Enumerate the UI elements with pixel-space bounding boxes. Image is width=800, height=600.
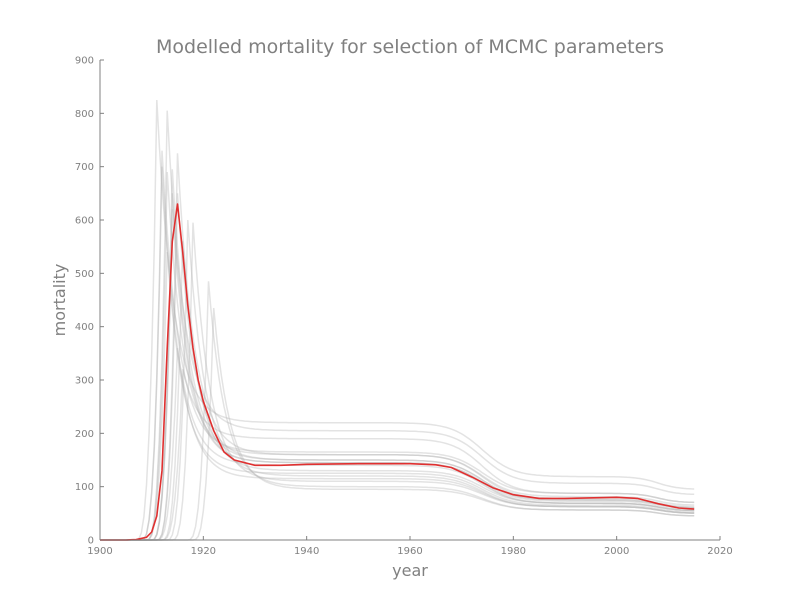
y-tick-label: 300 — [75, 376, 94, 387]
sample-series-group — [100, 99, 695, 541]
sample-series-line — [100, 307, 695, 541]
sample-series-line — [100, 193, 695, 541]
x-tick-label: 1960 — [397, 546, 422, 557]
sample-series-line — [100, 99, 695, 541]
y-tick-label: 700 — [75, 162, 94, 173]
y-ticks: 0 100 200 300 400 500 600 700 800 900 — [75, 56, 104, 547]
highlight-series-group — [100, 203, 695, 541]
chart-title: Modelled mortality for selection of MCMC… — [156, 36, 664, 58]
sample-series-line — [100, 369, 695, 541]
y-tick-label: 200 — [75, 429, 94, 440]
y-tick-label: 0 — [88, 536, 94, 547]
x-tick-label: 1900 — [87, 546, 112, 557]
y-tick-label: 600 — [75, 216, 94, 227]
y-tick-label: 800 — [75, 109, 94, 120]
sample-series-line — [100, 171, 695, 541]
sample-series-line — [100, 251, 695, 541]
x-tick-label: 2000 — [604, 546, 629, 557]
sample-series-line — [100, 219, 695, 541]
sample-series-line — [100, 153, 695, 541]
highlight-series-line — [100, 203, 695, 541]
y-tick-label: 100 — [75, 482, 94, 493]
x-tick-label: 1940 — [294, 546, 319, 557]
x-tick-label: 1920 — [191, 546, 216, 557]
sample-series-line — [100, 169, 695, 541]
sample-series-line — [100, 281, 695, 541]
y-tick-label: 400 — [75, 322, 94, 333]
sample-series-line — [100, 150, 695, 541]
y-tick-label: 900 — [75, 56, 94, 67]
sample-series-line — [100, 347, 695, 541]
sample-series-line — [100, 193, 695, 541]
x-ticks: 1900 1920 1940 1960 1980 2000 2020 — [87, 536, 733, 557]
sample-series-line — [100, 166, 695, 541]
x-tick-label: 1980 — [501, 546, 526, 557]
sample-series-line — [100, 209, 695, 541]
sample-series-line — [100, 222, 695, 541]
y-tick-label: 500 — [75, 269, 94, 280]
y-axis-label: mortality — [50, 264, 69, 337]
x-axis-label: year — [392, 561, 428, 580]
x-tick-label: 2020 — [707, 546, 732, 557]
